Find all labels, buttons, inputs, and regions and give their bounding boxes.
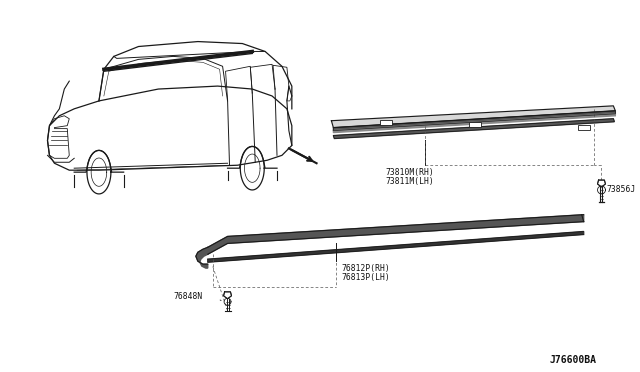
Polygon shape (196, 247, 208, 268)
Polygon shape (333, 119, 614, 138)
Text: J76600BA: J76600BA (549, 355, 596, 365)
Polygon shape (223, 292, 232, 299)
Text: 73811M(LH): 73811M(LH) (386, 177, 435, 186)
Polygon shape (332, 106, 615, 128)
Polygon shape (208, 215, 584, 254)
Text: 76812P(RH): 76812P(RH) (341, 264, 390, 273)
Bar (578, 125, 589, 130)
Text: 73856J: 73856J (607, 185, 636, 194)
Polygon shape (333, 111, 615, 131)
Polygon shape (333, 114, 615, 132)
Text: 76813P(LH): 76813P(LH) (341, 273, 390, 282)
Text: 73810M(RH): 73810M(RH) (386, 168, 435, 177)
Polygon shape (208, 231, 584, 262)
Bar (469, 122, 481, 127)
Polygon shape (598, 180, 605, 187)
Text: 76848N: 76848N (173, 292, 202, 301)
Bar (380, 120, 392, 125)
